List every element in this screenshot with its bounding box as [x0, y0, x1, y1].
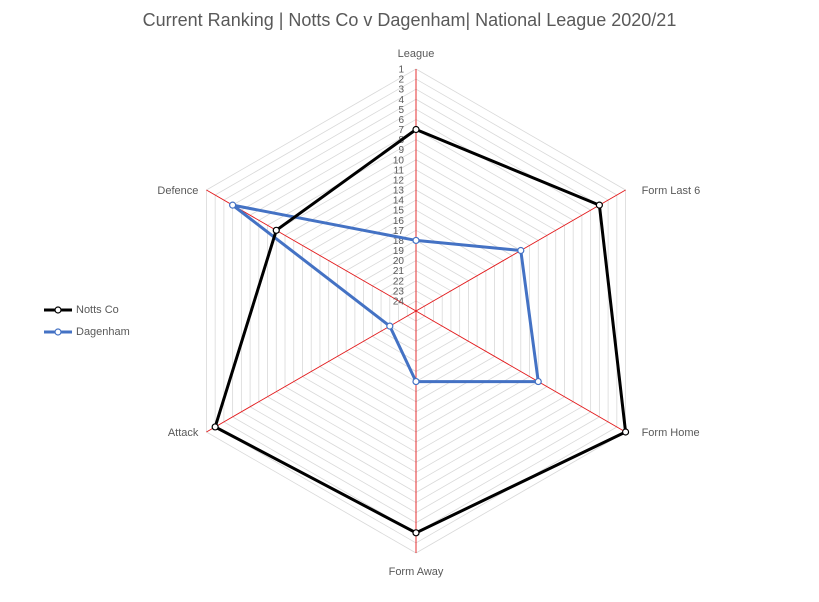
- chart-title: Current Ranking | Notts Co v Dagenham| N…: [142, 10, 677, 30]
- tick-label: 18: [393, 236, 405, 247]
- tick-label: 4: [398, 95, 404, 106]
- data-point: [412, 236, 420, 245]
- legend-label-dagenham: Dagenham: [76, 326, 130, 338]
- data-point: [412, 125, 420, 134]
- tick-label: 9: [398, 145, 404, 156]
- data-point: [229, 201, 237, 209]
- tick-label: 21: [393, 266, 405, 277]
- data-point: [621, 428, 630, 436]
- tick-label: 22: [393, 276, 405, 287]
- tick-label: 16: [393, 216, 405, 227]
- tick-label: 15: [393, 206, 405, 217]
- data-point: [272, 226, 280, 234]
- axis-label: Form Last 6: [642, 185, 701, 197]
- legend-item-notts-co: Notts Co: [44, 299, 130, 321]
- data-point: [517, 246, 525, 255]
- tick-label: 2: [398, 75, 404, 86]
- tick-label: 19: [393, 246, 405, 257]
- axis-spoke: [206, 310, 417, 433]
- legend-label-notts-co: Notts Co: [76, 304, 119, 316]
- tick-label: 13: [393, 186, 405, 197]
- legend: Notts Co Dagenham: [44, 299, 130, 343]
- tick-label: 20: [393, 256, 405, 267]
- axis-label: Attack: [168, 427, 199, 439]
- tick-label: 24: [393, 296, 405, 307]
- legend-swatch-notts-co: [44, 306, 72, 314]
- tick-label: 5: [398, 105, 404, 116]
- axis-spoke: [415, 310, 626, 433]
- data-point: [412, 529, 420, 537]
- tick-label: 23: [393, 286, 405, 297]
- legend-item-dagenham: Dagenham: [44, 321, 130, 343]
- data-point: [386, 322, 394, 330]
- tick-label: 6: [398, 115, 404, 126]
- tick-label: 14: [393, 196, 405, 207]
- legend-swatch-dagenham: [44, 328, 72, 336]
- axis-spokes: [206, 69, 626, 553]
- tick-label: 1: [398, 65, 404, 76]
- axis-label: Form Home: [642, 427, 700, 439]
- tick-label: 12: [393, 175, 405, 186]
- data-point: [595, 201, 603, 209]
- data-point: [534, 377, 542, 386]
- data-point: [211, 423, 219, 431]
- series-layer: [211, 125, 630, 537]
- tick-label: 3: [398, 85, 404, 96]
- tick-label: 17: [393, 226, 405, 237]
- axis-labels: League Form Last 6 Form Home Form Away Attac…: [157, 48, 700, 578]
- tick-label: 11: [394, 165, 405, 176]
- tick-label: 7: [398, 125, 404, 136]
- axis-label: Form Away: [389, 566, 444, 578]
- axis-label: League: [398, 48, 435, 60]
- axis-label: Defence: [157, 185, 198, 197]
- tick-label: 10: [393, 155, 405, 166]
- data-point: [412, 377, 420, 386]
